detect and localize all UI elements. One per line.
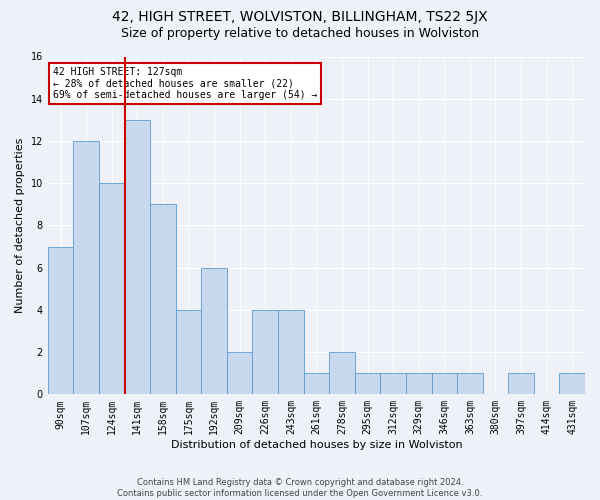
Bar — [73, 141, 99, 395]
Text: Size of property relative to detached houses in Wolviston: Size of property relative to detached ho… — [121, 28, 479, 40]
Bar — [125, 120, 150, 394]
Bar — [227, 352, 253, 395]
Bar — [278, 310, 304, 394]
Bar — [150, 204, 176, 394]
Y-axis label: Number of detached properties: Number of detached properties — [15, 138, 25, 313]
Bar — [355, 373, 380, 394]
Bar — [201, 268, 227, 394]
Text: 42, HIGH STREET, WOLVISTON, BILLINGHAM, TS22 5JX: 42, HIGH STREET, WOLVISTON, BILLINGHAM, … — [112, 10, 488, 24]
Bar — [176, 310, 201, 394]
Bar — [406, 373, 431, 394]
X-axis label: Distribution of detached houses by size in Wolviston: Distribution of detached houses by size … — [170, 440, 462, 450]
Bar — [431, 373, 457, 394]
Bar — [457, 373, 482, 394]
Bar — [329, 352, 355, 395]
Bar — [508, 373, 534, 394]
Bar — [559, 373, 585, 394]
Text: Contains HM Land Registry data © Crown copyright and database right 2024.
Contai: Contains HM Land Registry data © Crown c… — [118, 478, 482, 498]
Bar — [48, 246, 73, 394]
Text: 42 HIGH STREET: 127sqm
← 28% of detached houses are smaller (22)
69% of semi-det: 42 HIGH STREET: 127sqm ← 28% of detached… — [53, 66, 317, 100]
Bar — [99, 183, 125, 394]
Bar — [253, 310, 278, 394]
Bar — [380, 373, 406, 394]
Bar — [304, 373, 329, 394]
